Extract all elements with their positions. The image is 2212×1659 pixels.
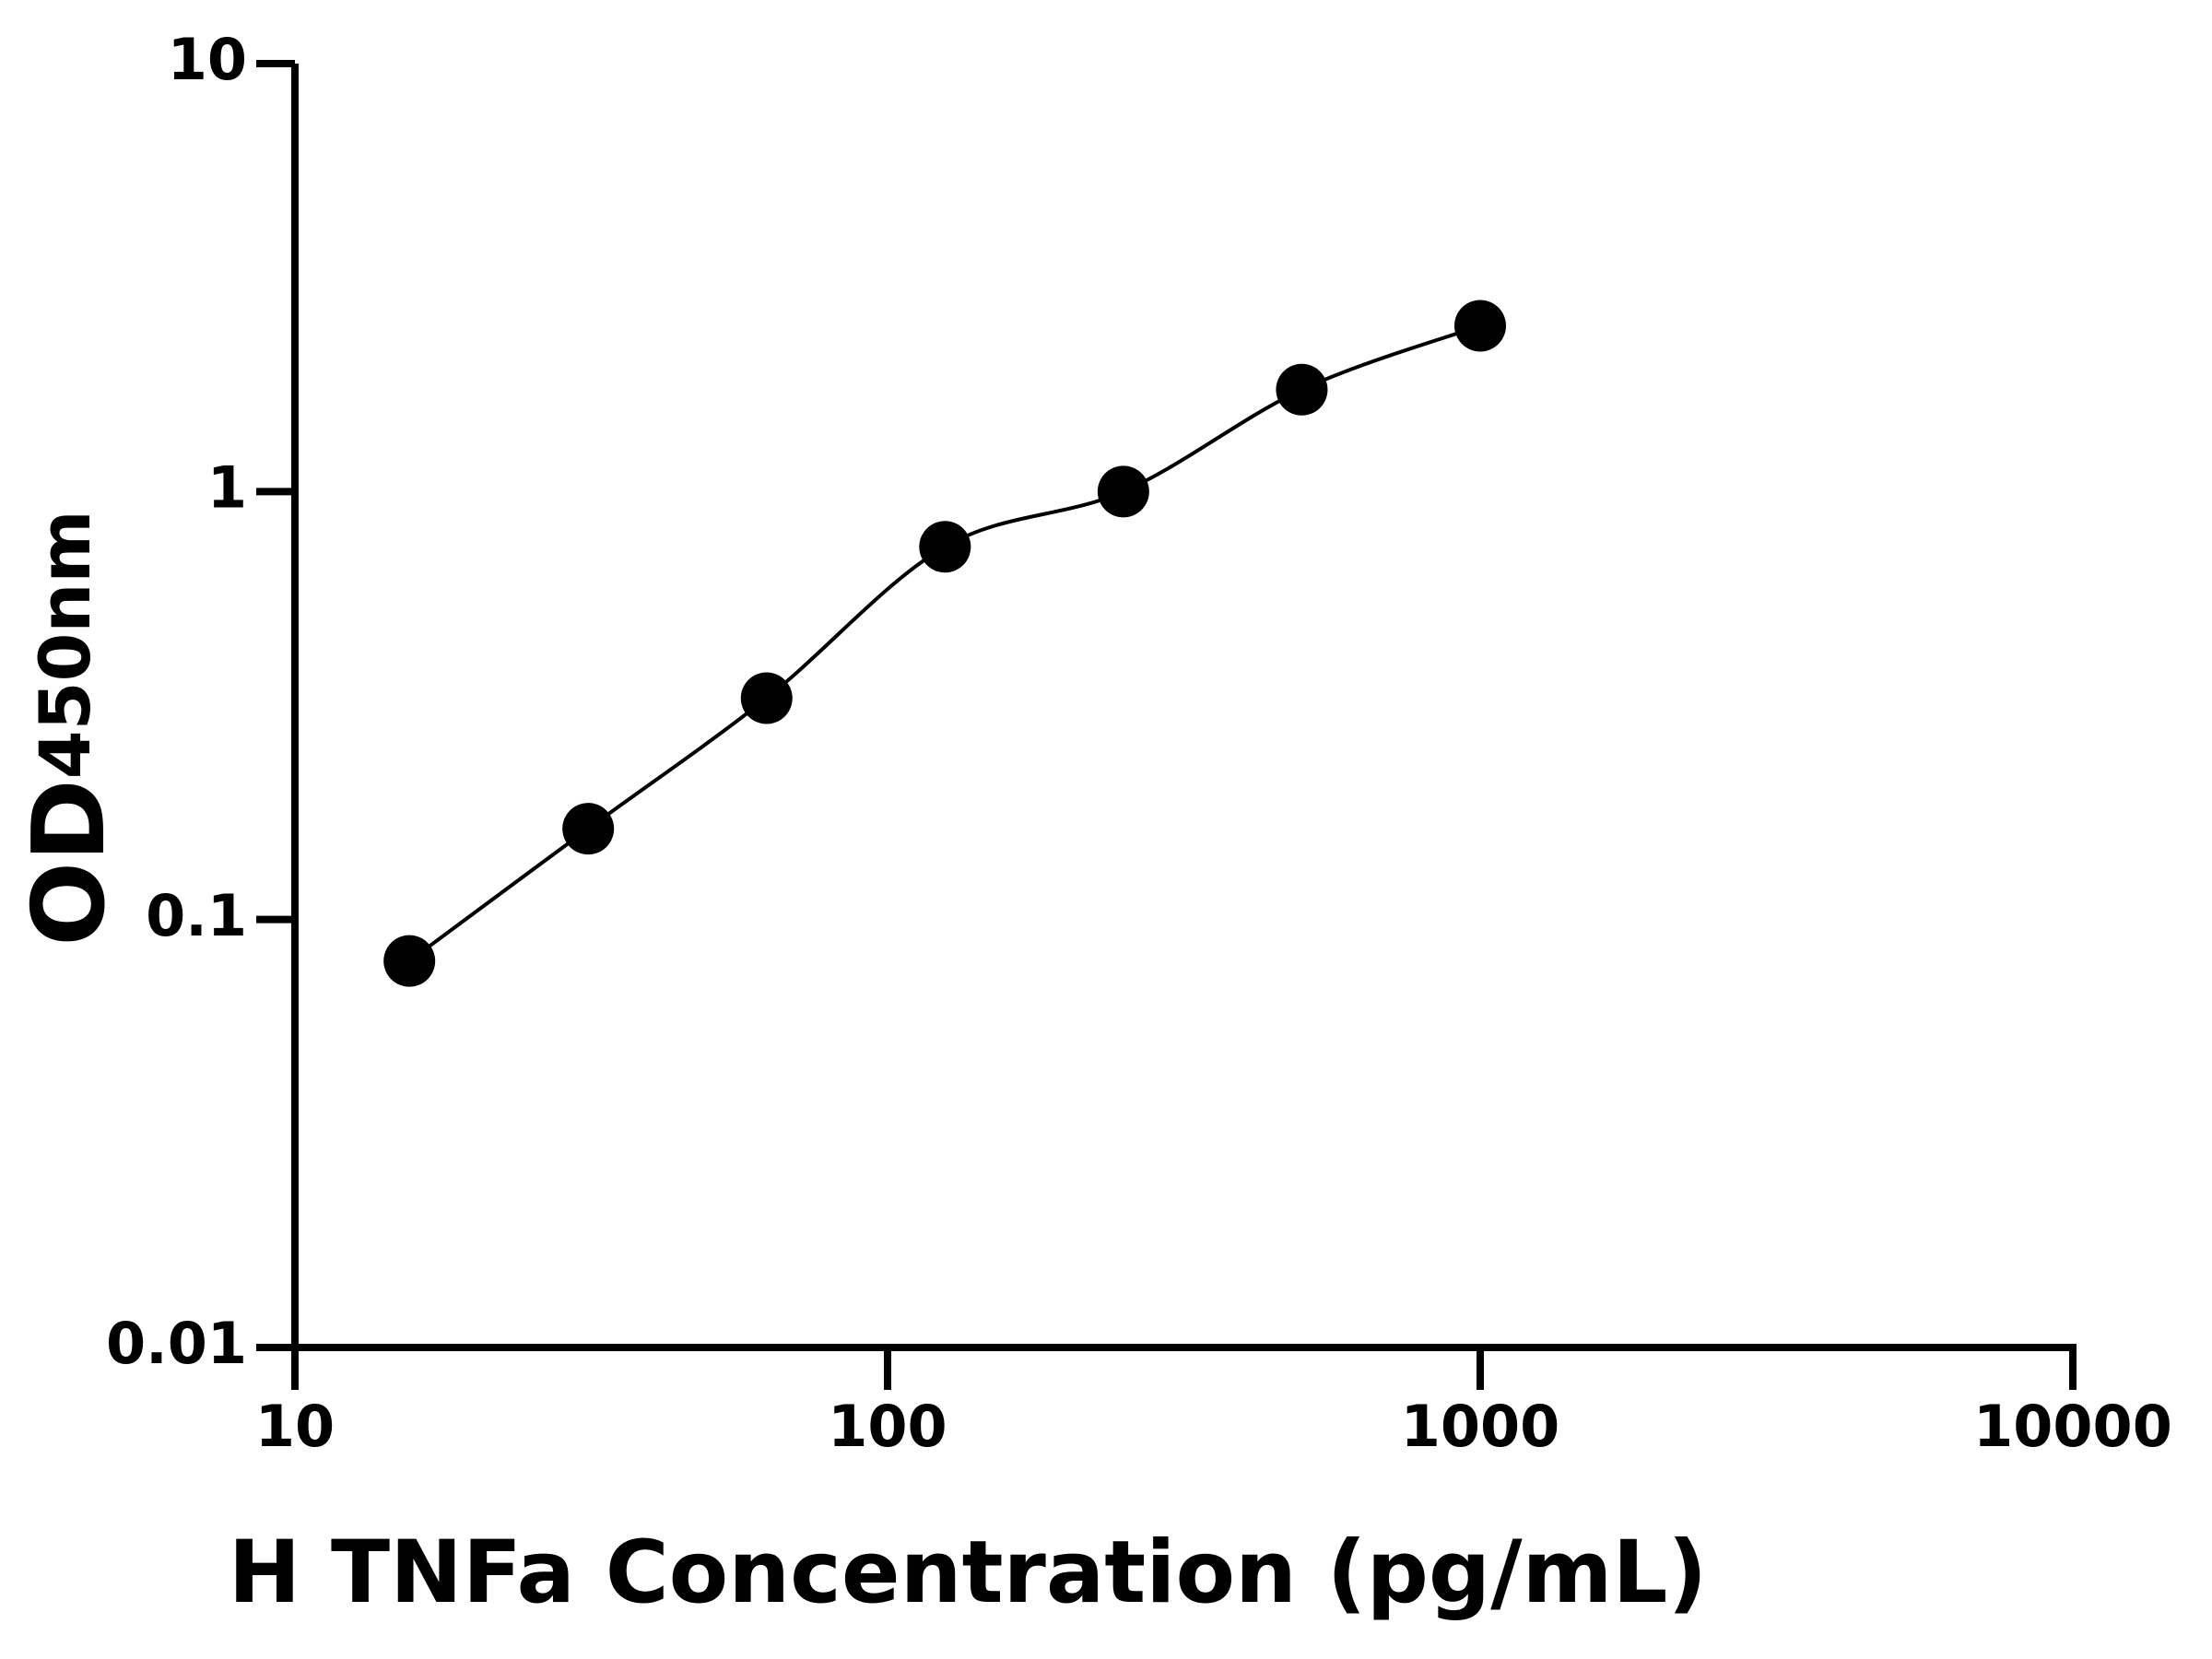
data-point [562, 803, 615, 855]
x-axis-title: H TNFa Concentration (pg/mL) [229, 1523, 1708, 1623]
y-tick-label: 10 [168, 26, 247, 93]
y-axis-title: OD450nm [12, 510, 127, 946]
y-tick-label: 1 [207, 453, 247, 521]
x-tick-label: 1000 [1401, 1393, 1560, 1460]
x-tick-label: 10000 [1973, 1393, 2172, 1460]
y-axis-title-group: OD450nm [12, 510, 127, 946]
y-axis-title-subscript: 450nm [24, 510, 106, 779]
data-point [1454, 300, 1506, 352]
data-point [740, 672, 793, 724]
y-tick-label: 0.01 [106, 1310, 247, 1377]
data-point [1097, 465, 1149, 518]
x-tick-label: 10 [255, 1393, 335, 1460]
data-point [919, 521, 971, 573]
data-point [1276, 363, 1328, 416]
data-point [383, 935, 436, 987]
x-tick-label: 100 [828, 1393, 947, 1460]
y-tick-label: 0.1 [146, 882, 247, 949]
fit-curve [407, 324, 1481, 963]
y-axis-title-main: OD [12, 779, 127, 946]
